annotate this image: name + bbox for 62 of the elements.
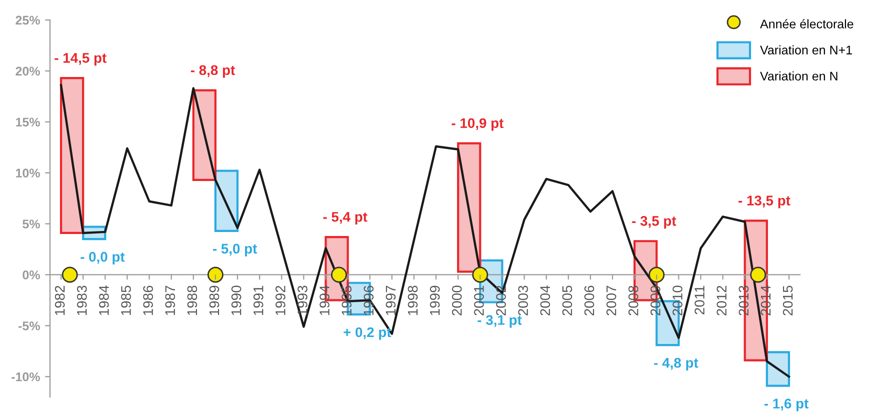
bar	[60, 77, 84, 234]
x-tick-label: 2011	[694, 286, 704, 314]
x-tick-label: 1992	[276, 286, 286, 315]
x-tick-label: 1994	[320, 286, 330, 315]
y-tick-label: 10%	[16, 168, 40, 178]
bar	[457, 142, 482, 273]
x-tick-label: 1984	[99, 286, 109, 315]
annotation: - 1,6 pt	[764, 398, 808, 412]
x-tick-label: 2010	[672, 286, 682, 316]
x-tick-label: 1991	[253, 286, 264, 315]
y-tick-label: 15%	[16, 118, 40, 127]
y-tick-label: -5%	[18, 322, 40, 330]
x-tick-label: 2008	[628, 286, 638, 316]
x-tick-label: 1985	[121, 286, 131, 315]
y-tick-label: 25%	[16, 16, 40, 25]
x-tick-label: 1999	[430, 286, 440, 315]
x-tick-label: 1998	[408, 286, 418, 315]
x-tick-label: 2009	[650, 286, 660, 316]
annotation: - 5,0 pt	[212, 244, 258, 256]
y-tick-label: 0%	[22, 270, 40, 280]
x-tick-label: 2006	[584, 286, 594, 316]
x-tick-label: 2001	[474, 286, 484, 316]
x-tick-label: 1993	[298, 286, 308, 315]
annotation: - 5,4 pt	[323, 212, 368, 225]
x-tick-label: 1987	[165, 286, 176, 315]
x-tick-label: 1986	[143, 286, 153, 315]
annotation: - 4,8 pt	[654, 358, 698, 370]
x-tick-label: 2014	[760, 286, 771, 316]
bar	[192, 89, 216, 182]
x-tick-label: 2004	[540, 286, 550, 316]
bar	[214, 170, 239, 232]
annotation: - 8,8 pt	[190, 65, 235, 78]
x-tick-label: 2007	[606, 286, 616, 316]
annotation: - 13,5 pt	[738, 196, 790, 208]
annotation: - 3,5 pt	[632, 216, 676, 229]
x-tick-label: 1983	[76, 286, 87, 315]
legend-label: Variation en N	[760, 71, 838, 81]
x-tick-label: 2003	[518, 286, 528, 316]
annotation: - 10,9 pt	[452, 118, 504, 131]
annotation: - 3,1 pt	[478, 315, 522, 328]
x-tick-label: 2012	[716, 286, 727, 316]
legend-label: Année électorale	[760, 19, 854, 28]
x-tick-label: 2002	[496, 286, 506, 316]
legend-label: Variation en N+1	[760, 45, 852, 54]
y-tick-label: 20%	[16, 66, 40, 76]
x-tick-label: 2000	[452, 286, 462, 316]
x-tick-label: 1982	[54, 286, 65, 315]
x-tick-label: 2005	[562, 286, 572, 316]
annotation: - 14,5 pt	[54, 53, 106, 66]
x-tick-label: 1989	[209, 286, 220, 315]
y-tick-label: 5%	[22, 220, 40, 228]
x-tick-label: 1988	[187, 286, 198, 315]
x-tick-label: 1990	[231, 286, 242, 315]
x-tick-label: 1995	[342, 286, 352, 315]
x-tick-label: 1997	[386, 286, 396, 315]
annotation: + 0,2 pt	[344, 327, 392, 340]
annotation: - 0,0 pt	[80, 252, 125, 265]
x-tick-label: 1996	[364, 286, 374, 315]
y-tick-label: -10%	[12, 372, 40, 382]
x-tick-label: 2013	[738, 286, 749, 316]
x-tick-label: 2015	[782, 286, 793, 316]
bar	[766, 351, 790, 387]
